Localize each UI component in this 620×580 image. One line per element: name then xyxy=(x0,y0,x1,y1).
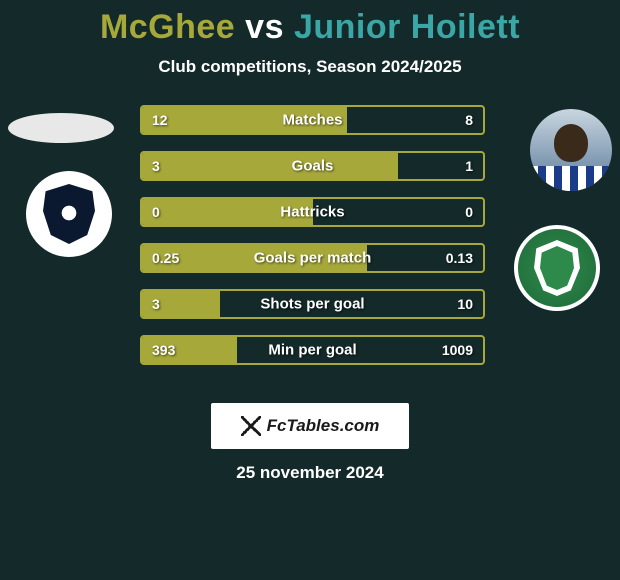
stat-left-value: 3 xyxy=(152,296,160,312)
stat-bar: 3 1 Goals xyxy=(140,151,485,181)
stat-bar: 12 8 Matches xyxy=(140,105,485,135)
player2-name: Junior Hoilett xyxy=(294,8,520,46)
stat-bar: 0.25 0.13 Goals per match xyxy=(140,243,485,273)
stat-right-value: 1009 xyxy=(442,342,473,358)
stat-right-value: 1 xyxy=(465,158,473,174)
stat-label: Shots per goal xyxy=(260,296,364,313)
stat-label: Hattricks xyxy=(280,204,344,221)
stat-right-value: 0 xyxy=(465,204,473,220)
stat-bar: 393 1009 Min per goal xyxy=(140,335,485,365)
dundee-shield-icon xyxy=(43,184,95,244)
vs-text: vs xyxy=(235,8,294,46)
stat-left-value: 3 xyxy=(152,158,160,174)
player1-club-badge xyxy=(26,171,112,257)
comparison-title: McGhee vs Junior Hoilett xyxy=(0,0,620,47)
stat-right-value: 10 xyxy=(457,296,473,312)
stat-left-value: 0.25 xyxy=(152,250,179,266)
player2-club-badge xyxy=(514,225,600,311)
stat-left-value: 0 xyxy=(152,204,160,220)
player1-name: McGhee xyxy=(100,8,235,46)
stat-right-value: 0.13 xyxy=(446,250,473,266)
stat-left-value: 393 xyxy=(152,342,175,358)
stat-left-value: 12 xyxy=(152,112,168,128)
stat-label: Goals xyxy=(292,158,334,175)
comparison-chart: 12 8 Matches 3 1 Goals 0 0 Hattricks 0.25 0.13 Goal… xyxy=(0,105,620,395)
stat-bar-fill xyxy=(142,153,398,179)
hibernian-shield-icon xyxy=(534,240,580,296)
attribution-badge: FcTables.com xyxy=(211,403,409,449)
stat-label: Min per goal xyxy=(268,342,356,359)
season-subtitle: Club competitions, Season 2024/2025 xyxy=(0,57,620,77)
fctables-logo-icon xyxy=(241,416,261,436)
player2-head-icon xyxy=(554,124,588,162)
stat-label: Goals per match xyxy=(254,250,372,267)
player2-avatar xyxy=(530,109,612,191)
stat-bar: 0 0 Hattricks xyxy=(140,197,485,227)
attribution-text: FcTables.com xyxy=(267,416,380,436)
stat-bar: 3 10 Shots per goal xyxy=(140,289,485,319)
stat-bars-column: 12 8 Matches 3 1 Goals 0 0 Hattricks 0.25 0.13 Goal… xyxy=(140,105,485,381)
snapshot-date: 25 november 2024 xyxy=(0,463,620,483)
stat-right-value: 8 xyxy=(465,112,473,128)
player1-avatar xyxy=(8,113,114,143)
stat-label: Matches xyxy=(282,112,342,129)
